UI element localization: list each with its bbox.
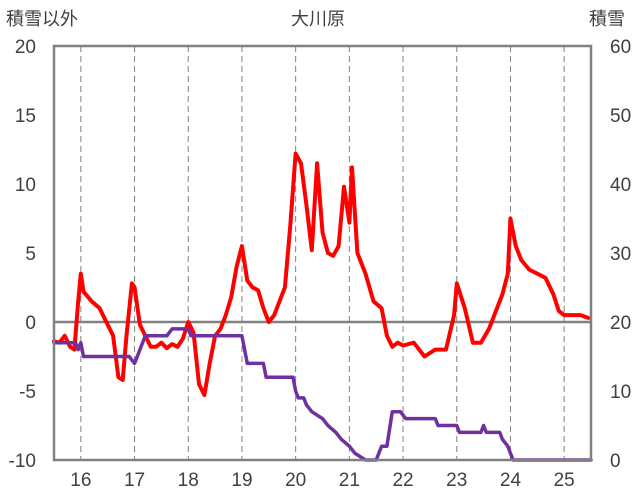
x-tick-label: 21 <box>339 470 360 491</box>
right-tick-label: 10 <box>610 382 631 403</box>
left-axis-label: 積雪以外 <box>6 9 78 30</box>
left-tick-label: 20 <box>15 37 36 58</box>
x-tick-label: 22 <box>392 470 413 491</box>
right-tick-label: 40 <box>610 175 631 196</box>
right-tick-label: 60 <box>610 37 631 58</box>
left-tick-label: 5 <box>25 244 36 265</box>
x-axis-ticks: 16 17 18 19 20 21 22 23 24 25 <box>70 470 574 491</box>
right-tick-label: 30 <box>610 244 631 265</box>
right-tick-label: 50 <box>610 106 631 127</box>
x-tick-label: 25 <box>554 470 575 491</box>
right-axis-label: 積雪 <box>589 9 625 30</box>
series-group <box>52 151 593 462</box>
right-tick-label: 0 <box>610 451 621 472</box>
x-tick-label: 18 <box>178 470 199 491</box>
left-tick-label: 15 <box>15 106 36 127</box>
left-tick-label: 0 <box>25 313 36 334</box>
x-tick-label: 20 <box>285 470 306 491</box>
left-axis-ticks: 20 15 10 5 0 -5 -10 <box>9 37 36 472</box>
snow-depth-line <box>52 327 593 462</box>
right-tick-label: 20 <box>610 313 631 334</box>
gridlines <box>54 46 591 460</box>
x-tick-label: 16 <box>70 470 91 491</box>
x-tick-label: 17 <box>124 470 145 491</box>
chart-title: 大川原 <box>291 9 345 30</box>
plot-frame <box>52 44 593 462</box>
left-tick-label: 10 <box>15 175 36 196</box>
x-tick-label: 19 <box>231 470 252 491</box>
x-tick-label: 24 <box>500 470 522 491</box>
left-tick-label: -5 <box>19 382 36 403</box>
temperature-line <box>52 151 591 398</box>
left-tick-label: -10 <box>9 451 36 472</box>
x-tick-label: 23 <box>446 470 467 491</box>
right-axis-ticks: 60 50 40 30 20 10 0 <box>610 37 631 472</box>
